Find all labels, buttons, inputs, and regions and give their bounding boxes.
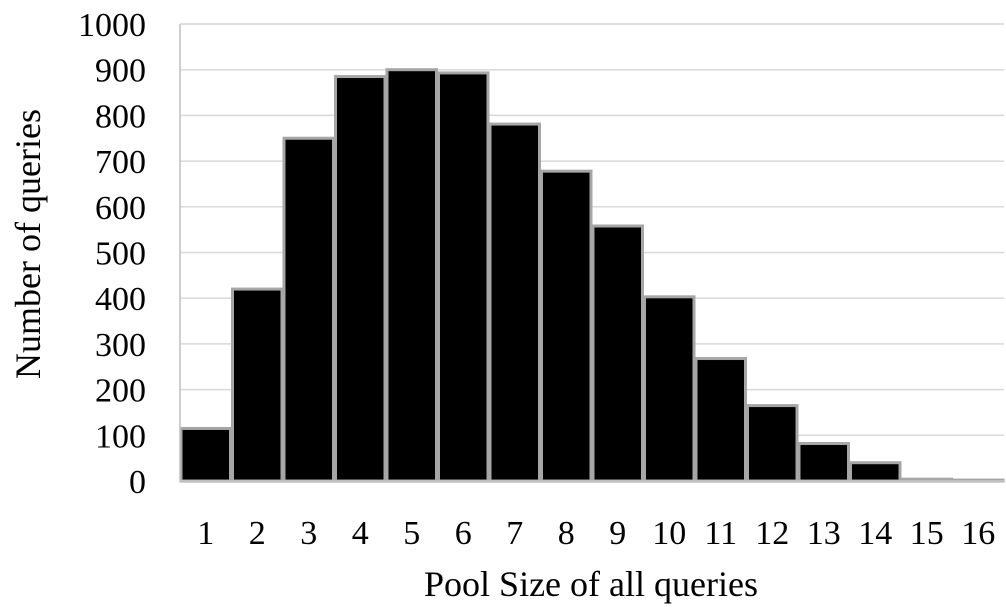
x-tick-label: 3 (300, 515, 317, 552)
bar-5 (385, 68, 438, 483)
x-tick-label: 2 (249, 515, 266, 552)
axes (179, 23, 1004, 482)
bar-4 (334, 75, 387, 483)
x-tick-label: 16 (961, 515, 995, 552)
bar-14 (849, 461, 902, 483)
bar-3 (282, 136, 335, 483)
y-tick-label: 300 (95, 327, 146, 364)
y-tick-label: 800 (95, 98, 146, 135)
y-axis-label: Number of queries (8, 109, 48, 379)
bars (179, 68, 1005, 483)
bar-9 (591, 224, 644, 483)
y-tick-label: 500 (95, 236, 146, 273)
bar-12 (746, 404, 799, 483)
bar-1 (179, 426, 232, 483)
y-tick-label: 1000 (78, 7, 146, 44)
bar-13 (797, 442, 850, 483)
y-tick-label: 400 (95, 281, 146, 318)
x-tick-label: 8 (558, 515, 575, 552)
x-tick-label: 14 (858, 515, 892, 552)
bar-7 (488, 122, 541, 483)
x-tick-label: 11 (704, 515, 737, 552)
bar-10 (643, 295, 696, 483)
y-tick-labels: 0 100 200 300 400 500 600 700 800 900 1000 (78, 7, 146, 501)
y-tick-label: 900 (95, 53, 146, 90)
x-tick-label: 10 (652, 515, 686, 552)
x-tick-label: 13 (807, 515, 841, 552)
bar-6 (437, 71, 490, 483)
x-tick-label: 4 (352, 515, 369, 552)
x-tick-label: 6 (455, 515, 472, 552)
bar-2 (231, 287, 284, 483)
y-tick-label: 200 (95, 373, 146, 410)
bar-11 (694, 357, 747, 483)
x-tick-label: 5 (403, 515, 420, 552)
x-tick-label: 1 (197, 515, 214, 552)
x-tick-label: 15 (910, 515, 944, 552)
y-tick-label: 700 (95, 144, 146, 181)
x-axis-label: Pool Size of all queries (424, 564, 758, 604)
x-tick-label: 9 (609, 515, 626, 552)
x-tick-label: 7 (506, 515, 523, 552)
y-tick-label: 600 (95, 190, 146, 227)
x-tick-labels: 1 2 3 4 5 6 7 8 9 10 11 12 13 14 15 16 (197, 515, 995, 552)
y-tick-label: 0 (129, 464, 146, 501)
x-tick-label: 12 (755, 515, 789, 552)
bar-8 (540, 169, 593, 483)
y-tick-label: 100 (95, 418, 146, 455)
